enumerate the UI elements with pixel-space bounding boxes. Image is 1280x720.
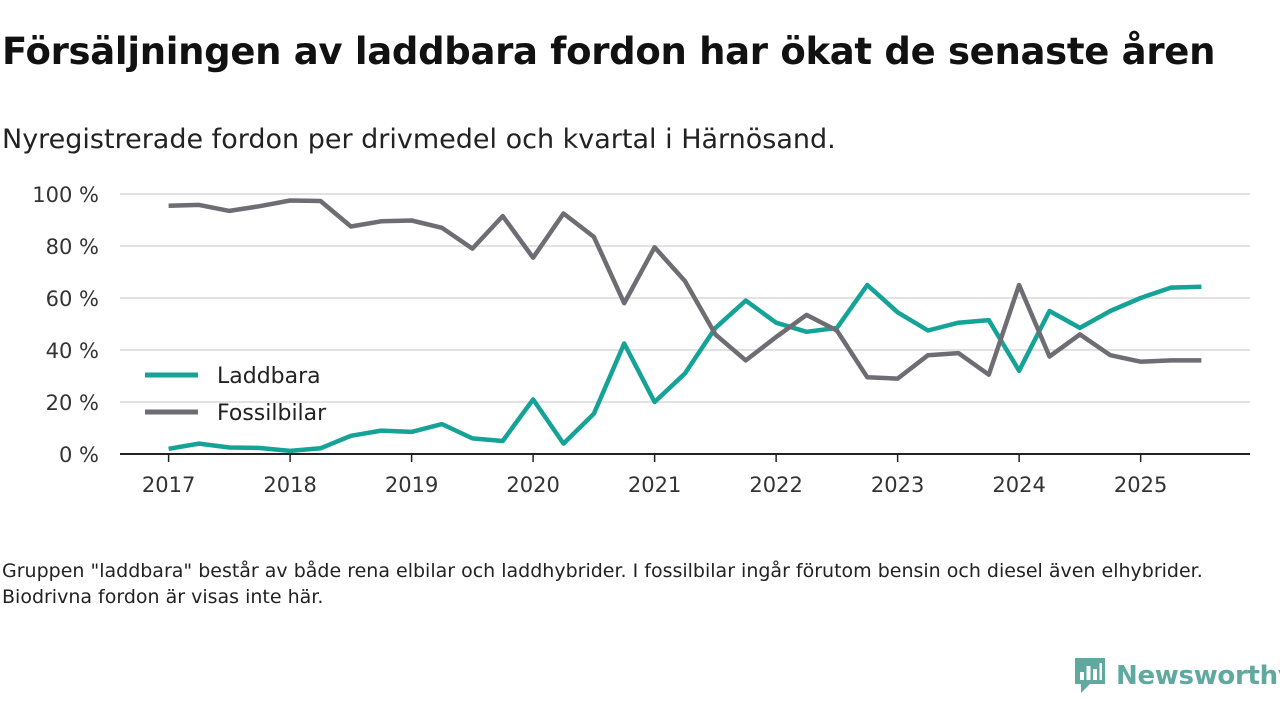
- newsworthy-logo-icon: [1075, 658, 1105, 693]
- legend: Laddbara Fossilbilar: [145, 364, 327, 426]
- x-tick-label: 2022: [749, 473, 802, 497]
- y-axis-ticks: 0 % 20 % 40 % 60 % 80 % 100 %: [32, 183, 99, 467]
- x-tick-label: 2019: [385, 473, 438, 497]
- y-tick-label: 100 %: [32, 183, 99, 207]
- y-tick-label: 60 %: [46, 287, 99, 311]
- y-tick-label: 80 %: [46, 235, 99, 259]
- brand-name: Newsworthy: [1116, 661, 1280, 691]
- y-tick-label: 40 %: [46, 339, 99, 363]
- x-tick-label: 2024: [992, 473, 1045, 497]
- chart-title: Försäljningen av laddbara fordon har öka…: [2, 30, 1216, 73]
- chart-subtitle: Nyregistrerade fordon per drivmedel och …: [2, 124, 836, 155]
- x-tick-label: 2020: [506, 473, 559, 497]
- legend-label-fossilbilar: Fossilbilar: [217, 401, 327, 426]
- x-tick-label: 2017: [142, 473, 195, 497]
- y-tick-label: 0 %: [59, 443, 99, 467]
- series-lines: [168, 198, 1202, 454]
- brand-logo[interactable]: Newsworthy: [1072, 656, 1280, 696]
- series-line-laddbara: [168, 282, 1202, 454]
- x-tick-label: 2021: [628, 473, 681, 497]
- y-tick-label: 20 %: [46, 391, 99, 415]
- line-chart: 0 % 20 % 40 % 60 % 80 % 100 % 2017 2018 2019 202…: [32, 183, 1250, 497]
- footnote: Gruppen "laddbara" består av både rena e…: [2, 560, 1203, 608]
- x-tick-label: 2025: [1114, 473, 1167, 497]
- x-tick-label: 2018: [263, 473, 316, 497]
- x-tick-label: 2023: [871, 473, 924, 497]
- legend-label-laddbara: Laddbara: [217, 364, 321, 389]
- series-line-fossilbilar: [168, 198, 1202, 381]
- x-axis-ticks: 2017 2018 2019 2020 2021 2022 2023 2024 2025: [142, 454, 1167, 497]
